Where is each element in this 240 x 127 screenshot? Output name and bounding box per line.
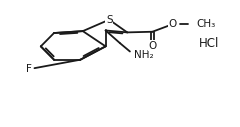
Text: O: O	[148, 41, 156, 51]
Text: S: S	[106, 15, 113, 25]
Text: HCl: HCl	[199, 37, 219, 50]
Text: O: O	[169, 19, 177, 29]
Text: F: F	[26, 64, 32, 74]
Text: CH₃: CH₃	[197, 19, 216, 29]
Text: NH₂: NH₂	[134, 50, 154, 60]
